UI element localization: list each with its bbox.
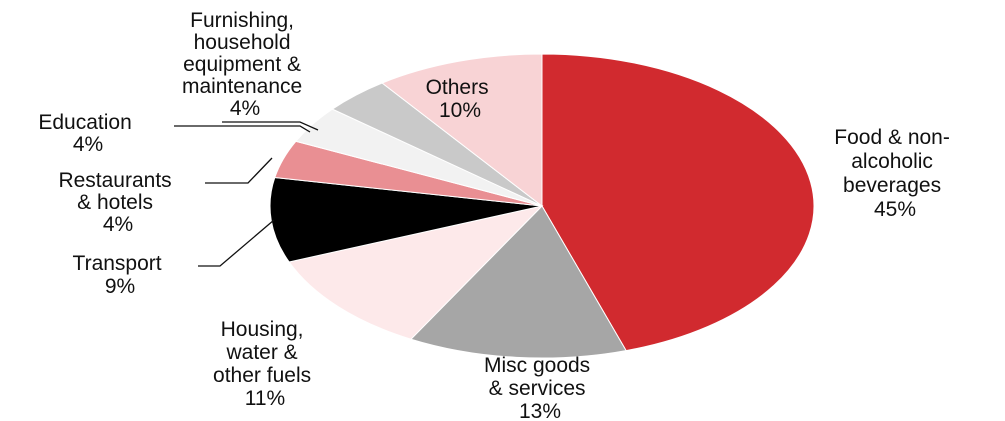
pie-slice-others: [381, 53, 543, 208]
slice-label-housing: Housing, water & other fuels 11%: [213, 318, 317, 410]
slice-label-line: Transport: [73, 252, 162, 275]
slice-label-line: other fuels: [213, 364, 311, 387]
slice-label-education: Education 4%: [38, 111, 137, 156]
slice-label-misc: Misc goods & services 13%: [484, 354, 596, 421]
slice-label-furnishing: Furnishing, household equipment & mainte…: [182, 9, 308, 120]
slice-value-label: 11%: [245, 387, 285, 410]
pie-slice-food-non-alcoholic-beverages: [541, 53, 815, 352]
pie-slice-transport: [269, 176, 543, 263]
slice-label-line: & services: [489, 377, 586, 400]
slice-label-line: equipment &: [183, 53, 301, 76]
slice-label-line: household: [194, 31, 291, 54]
leader-line-furnishing: [222, 121, 319, 131]
slice-label-line: Misc goods: [484, 354, 590, 377]
slice-label-line: maintenance: [182, 75, 302, 98]
pie-slice-misc-goods-services: [410, 205, 627, 359]
slice-value-label: 9%: [105, 275, 135, 298]
slice-label-line: Housing,: [221, 318, 304, 341]
leader-line-education: [174, 125, 311, 133]
slice-label-line: beverages: [843, 174, 941, 197]
slice-label-transport: Transport 9%: [73, 252, 168, 298]
slice-value-label: 4%: [103, 213, 133, 236]
slice-label-line: Restaurants: [58, 169, 171, 192]
slice-label-restaurants: Restaurants & hotels 4%: [58, 169, 177, 236]
slice-value-label: 13%: [519, 400, 561, 421]
slice-value-label: 4%: [230, 97, 260, 120]
slice-value-label: 4%: [73, 133, 103, 156]
slice-label-line: water &: [225, 341, 297, 364]
slice-value-label: 45%: [874, 198, 916, 221]
slice-label-line: & hotels: [77, 191, 153, 214]
leader-line-transport: [198, 219, 275, 267]
slice-label-food: Food & non- alcoholic beverages 45%: [834, 126, 955, 221]
slice-label-line: Education: [38, 111, 131, 134]
slice-label-line: Others: [426, 76, 489, 99]
pie-slices: [269, 53, 815, 359]
slice-label-others: Others 10%: [426, 76, 495, 122]
pie-slice-housing-water-other-fuels: [288, 205, 544, 340]
slice-label-line: alcoholic: [851, 150, 933, 173]
slice-value-label: 10%: [439, 99, 481, 122]
slice-label-line: Furnishing,: [190, 9, 294, 32]
leader-line-restaurants: [205, 157, 273, 184]
slice-label-line: Food & non-: [834, 126, 950, 149]
